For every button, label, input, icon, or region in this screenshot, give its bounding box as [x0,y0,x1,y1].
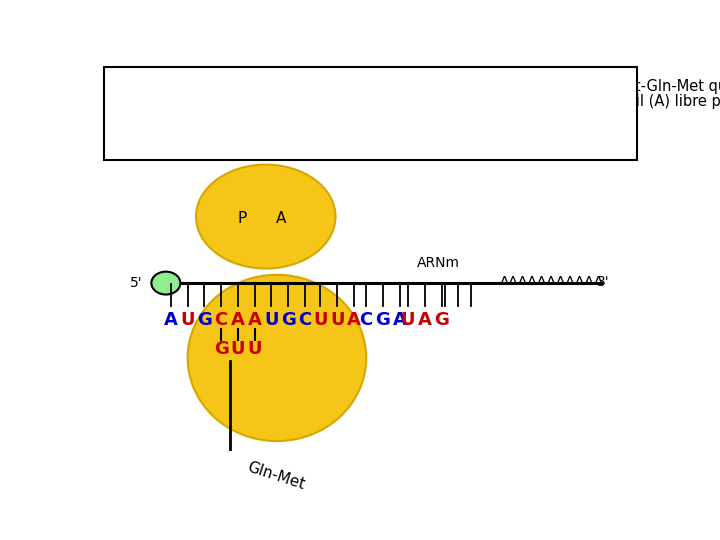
Ellipse shape [151,272,181,294]
Text: P: P [238,211,247,226]
Text: 3': 3' [597,275,609,289]
Text: El ARNm se traslada, de tal manera que el complejo ARNt-Gln-Met queda: El ARNm se traslada, de tal manera que e… [212,79,720,94]
Text: G: G [281,310,295,329]
Text: AAAAAAAAAAA: AAAAAAAAAAA [500,275,604,288]
Text: en la región peptidil del ribosoma, quedando ahora la región aminoacil (A) libre: en la región peptidil del ribosoma, qued… [119,93,720,126]
Circle shape [196,165,336,268]
Text: 5': 5' [130,276,143,290]
Text: G: G [214,340,228,358]
Text: Gln-Met: Gln-Met [246,460,307,492]
Text: C: C [359,310,373,329]
Text: U: U [313,310,328,329]
Text: C: C [298,310,312,329]
Text: U: U [330,310,344,329]
Text: A: A [248,310,261,329]
Text: G: G [376,310,390,329]
Text: A: A [392,310,407,329]
Ellipse shape [188,275,366,441]
Text: U: U [248,340,262,358]
Text: ARNm: ARNm [416,256,459,270]
Text: G: G [434,310,449,329]
Text: G: G [197,310,212,329]
Text: A: A [418,310,432,329]
Text: U: U [264,310,279,329]
Text: A: A [231,310,245,329]
Text: C: C [215,310,228,329]
Text: A: A [347,310,361,329]
Text: U: U [401,310,415,329]
Text: A: A [276,211,287,226]
FancyBboxPatch shape [104,67,637,160]
Text: U: U [230,340,245,358]
Text: Elongación IV:: Elongación IV: [119,79,236,96]
Text: A: A [164,310,178,329]
Text: U: U [181,310,195,329]
